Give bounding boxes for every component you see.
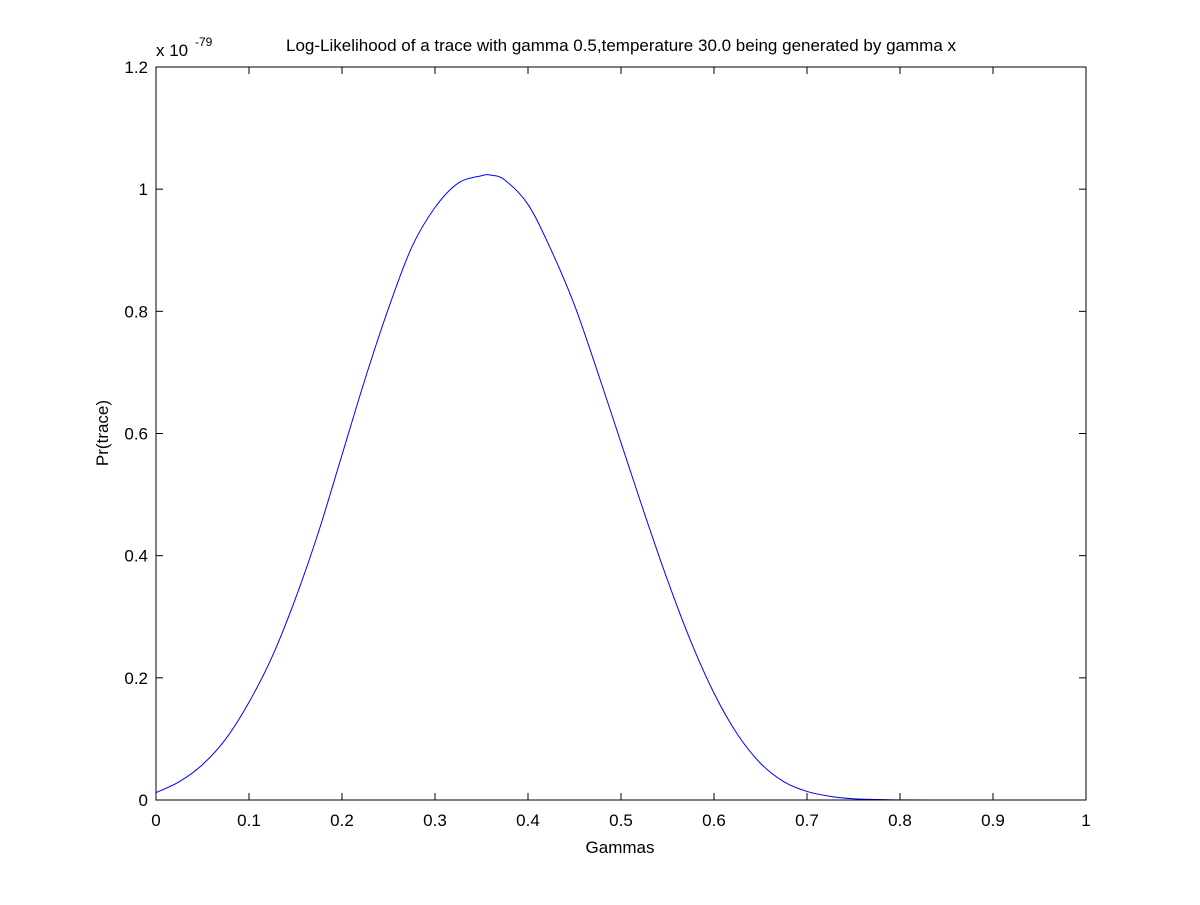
x-tick-label: 0.9 [981, 811, 1005, 830]
x-tick-label: 0.1 [237, 811, 261, 830]
y-exponent-power: -79 [195, 35, 213, 49]
x-axis-label: Gammas [586, 838, 655, 857]
y-tick-label: 0.6 [124, 425, 148, 444]
x-tick-label: 0.3 [423, 811, 447, 830]
y-axis-label: Pr(trace) [93, 400, 112, 466]
axes-box [155, 66, 1087, 801]
y-tick-label: 0 [139, 791, 148, 810]
x-tick-label: 0 [151, 811, 160, 830]
x-tick-label: 0.6 [702, 811, 726, 830]
y-tick-label: 1.2 [124, 58, 148, 77]
x-tick-label: 0.7 [795, 811, 819, 830]
x-tick-label: 0.8 [888, 811, 912, 830]
axes-background [156, 67, 1086, 800]
x-tick-labels: 0 0.1 0.2 0.3 0.4 0.5 0.6 0.7 0.8 0.9 1 [151, 811, 1090, 830]
x-tick-label: 1 [1081, 811, 1090, 830]
y-tick-label: 0.2 [124, 669, 148, 688]
y-tick-labels: 0 0.2 0.4 0.6 0.8 1 1.2 [124, 58, 148, 810]
y-tick-label: 0.8 [124, 302, 148, 321]
series-line [155, 174, 1063, 801]
x-tick-label: 0.4 [516, 811, 540, 830]
chart-title: Log-Likelihood of a trace with gamma 0.5… [286, 36, 957, 55]
y-tick-label: 0.4 [124, 547, 148, 566]
y-tick-label: 1 [139, 180, 148, 199]
x-tick-label: 0.5 [609, 811, 633, 830]
x-tick-label: 0.2 [330, 811, 354, 830]
y-exponent-base: x 10 [156, 41, 188, 60]
